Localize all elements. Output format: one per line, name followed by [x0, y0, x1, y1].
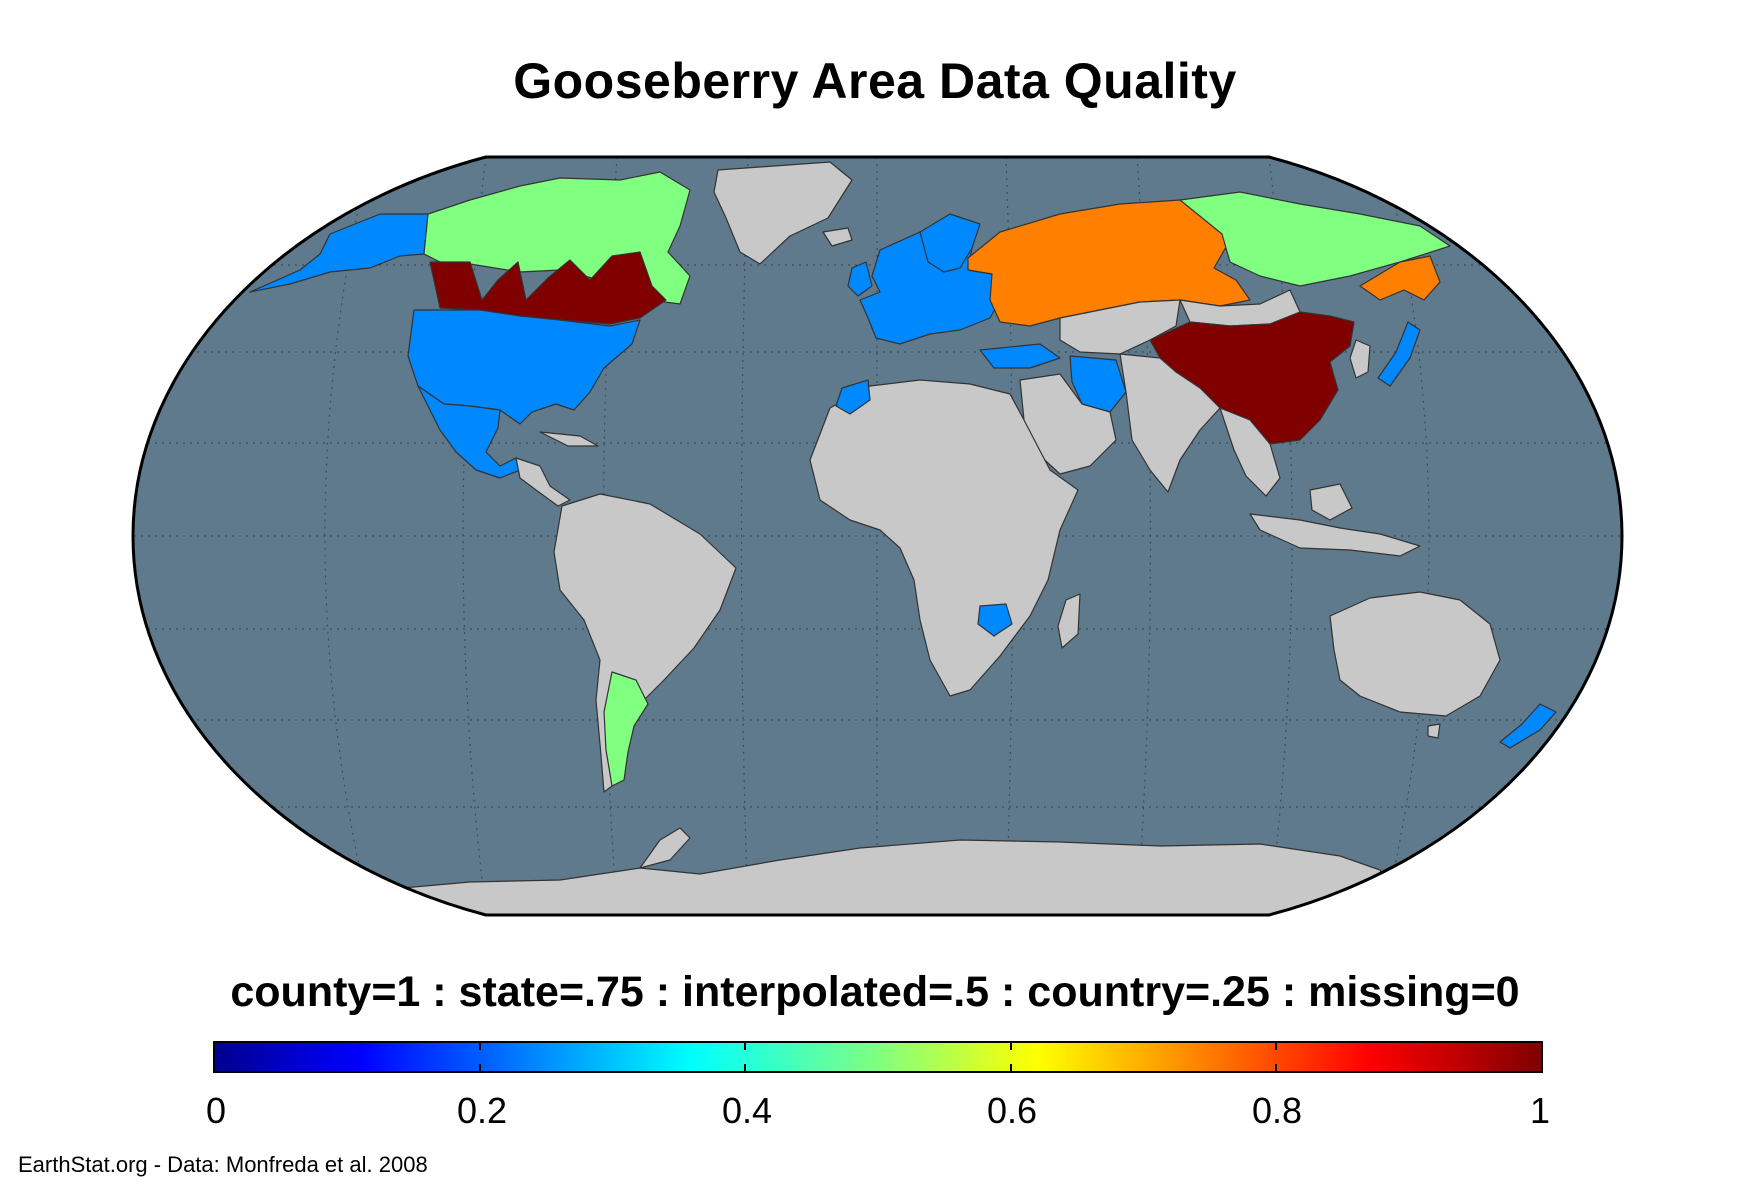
mexico	[417, 385, 521, 479]
credit-text: EarthStat.org - Data: Monfreda et al. 20…	[18, 1152, 428, 1177]
colorbar-tick-label: 1	[1529, 1090, 1551, 1131]
cuba	[539, 431, 599, 447]
russia-far-east	[1359, 255, 1441, 301]
antarctic-peninsula	[639, 827, 691, 869]
madagascar	[1057, 593, 1081, 649]
new-zealand	[1499, 703, 1557, 749]
greenland	[713, 161, 853, 265]
southeast-asia	[1219, 407, 1281, 497]
central-america	[515, 457, 571, 507]
colorbar-tick-label: 0.2	[456, 1090, 508, 1131]
iceland	[822, 227, 853, 247]
turkey	[979, 343, 1061, 369]
united-kingdom	[847, 261, 873, 297]
indonesia	[1249, 513, 1421, 557]
africa	[809, 379, 1079, 697]
legend-caption: county=1 : state=.75 : interpolated=.5 :…	[230, 968, 1520, 1016]
japan	[1377, 321, 1421, 387]
colorbar-tick-label: 0.6	[986, 1090, 1038, 1131]
tasmania	[1427, 723, 1441, 739]
map-frame	[131, 155, 1624, 917]
zimbabwe	[977, 603, 1013, 637]
morocco	[835, 379, 871, 415]
argentina	[603, 671, 649, 787]
colorbar-ticks	[479, 1042, 1277, 1072]
colorbar	[213, 1041, 1543, 1073]
colorbar-tick-label: 0	[205, 1090, 227, 1131]
map-title: Gooseberry Area Data Quality	[513, 53, 1237, 109]
colorbar-tick-label: 0.8	[1251, 1090, 1303, 1131]
borneo	[1309, 483, 1353, 521]
scandinavia	[919, 213, 981, 273]
australia	[1329, 591, 1501, 717]
alaska	[249, 213, 429, 293]
korea	[1349, 339, 1371, 379]
central-asia	[1059, 299, 1181, 355]
colorbar-tick-label: 0.4	[721, 1090, 773, 1131]
india	[1119, 353, 1221, 493]
